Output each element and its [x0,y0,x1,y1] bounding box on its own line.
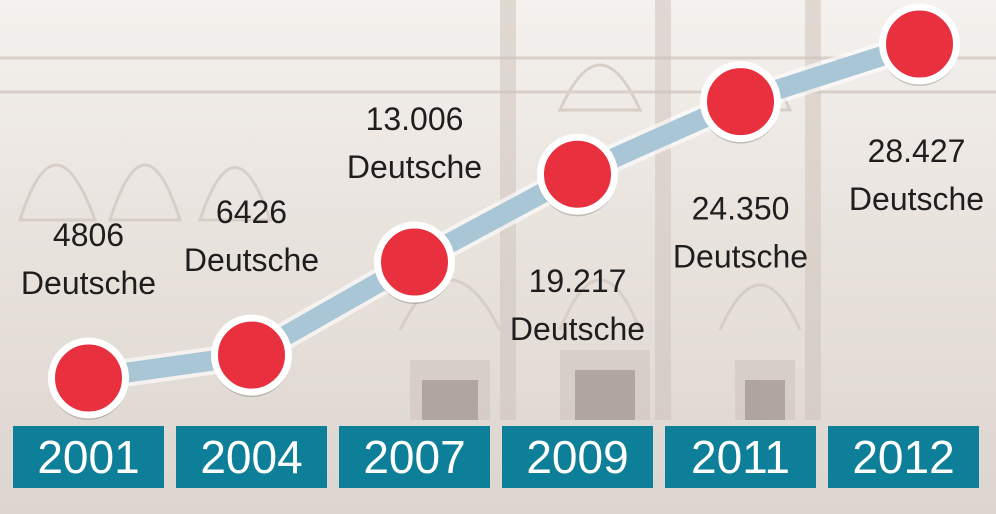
data-label-unit-2007: Deutsche [347,149,482,185]
data-point-2011 [700,61,781,143]
data-label-value-2011: 24.350 [692,191,790,227]
series-line [78,34,930,388]
data-label-unit-2009: Deutsche [510,311,645,347]
year-box-2004 [176,426,327,488]
x-tick-label-2012: 2012 [852,431,954,483]
data-label-value-2001: 4806 [53,217,124,253]
x-tick-label-2009: 2009 [526,431,628,483]
year-box-2011 [665,426,816,488]
data-label-value-2012: 28.427 [868,133,966,169]
year-box-2012 [828,426,979,488]
data-label-value-2009: 19.217 [529,263,627,299]
data-label-value-2007: 13.006 [366,101,464,137]
data-label-unit-2004: Deutsche [184,242,319,278]
x-tick-label-2001: 2001 [37,431,139,483]
year-box-2009 [502,426,653,488]
year-box-2001 [13,426,164,488]
year-box-2007 [339,426,490,488]
data-point-2001 [48,337,129,419]
x-tick-label-2004: 2004 [200,431,302,483]
data-label-value-2004: 6426 [216,194,287,230]
data-point-2012 [879,3,960,85]
data-label-unit-2011: Deutsche [673,239,808,275]
x-tick-label-2011: 2011 [691,431,790,483]
data-point-2009 [537,133,618,215]
data-point-2004 [211,314,292,396]
data-label-unit-2012: Deutsche [849,181,984,217]
data-label-unit-2001: Deutsche [21,265,156,301]
data-point-2007 [374,221,455,303]
x-tick-label-2007: 2007 [363,431,465,483]
